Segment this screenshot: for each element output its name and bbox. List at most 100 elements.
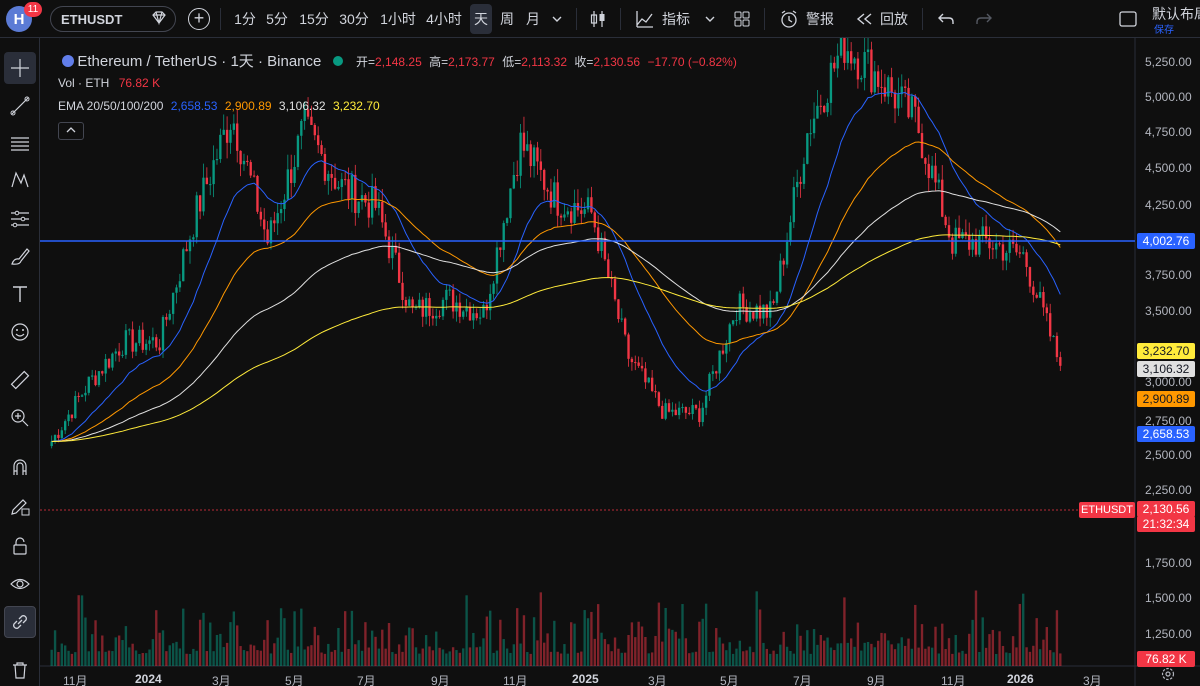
interval-1w[interactable]: 周 bbox=[500, 11, 514, 27]
candle-body bbox=[87, 376, 90, 393]
candle-body bbox=[360, 195, 364, 202]
candle-body bbox=[654, 391, 657, 393]
volume-bar bbox=[53, 630, 57, 666]
vol-label[interactable]: Vol · ETH bbox=[58, 76, 110, 90]
divider bbox=[620, 8, 621, 30]
time-tick-label: 2025 bbox=[572, 672, 599, 686]
redo-icon[interactable] bbox=[972, 0, 996, 38]
layout-square-icon[interactable] bbox=[1116, 0, 1140, 38]
interval-5m[interactable]: 5分 bbox=[266, 11, 288, 27]
volume-bar bbox=[283, 618, 286, 666]
crosshair-icon[interactable] bbox=[4, 52, 36, 84]
magnet-icon[interactable] bbox=[4, 452, 36, 484]
volume-bar bbox=[192, 648, 195, 666]
candle-body bbox=[124, 330, 128, 355]
candle-body bbox=[310, 116, 313, 126]
candle-body bbox=[984, 226, 988, 239]
volume-bar bbox=[826, 637, 829, 666]
interval-1M[interactable]: 月 bbox=[526, 11, 540, 27]
undo-icon[interactable] bbox=[934, 0, 958, 38]
candle-body bbox=[957, 227, 961, 239]
pattern-icon[interactable] bbox=[4, 164, 36, 196]
save-status[interactable]: 保存 bbox=[1154, 25, 1174, 36]
ema200-line bbox=[51, 234, 1061, 442]
alerts-button[interactable]: 警报 bbox=[806, 11, 834, 27]
volume-bar bbox=[178, 648, 182, 666]
candle-body bbox=[1032, 286, 1035, 295]
volume-bar bbox=[252, 645, 256, 666]
candle-body bbox=[715, 371, 718, 374]
text-icon[interactable] bbox=[4, 278, 36, 310]
compare-add-icon[interactable]: + bbox=[188, 8, 210, 30]
replay-button[interactable]: 回放 bbox=[880, 11, 908, 27]
candle-body bbox=[350, 174, 354, 200]
candle-body bbox=[937, 179, 941, 183]
volume-bar bbox=[748, 646, 752, 666]
layout-name[interactable]: 默认布局 bbox=[1152, 6, 1200, 22]
forecast-icon[interactable] bbox=[4, 202, 36, 234]
candle-body bbox=[694, 405, 698, 409]
trash-icon[interactable] bbox=[4, 654, 36, 686]
candle-body bbox=[67, 414, 70, 422]
interval-15m[interactable]: 15分 bbox=[299, 11, 329, 27]
zoom-in-icon[interactable] bbox=[4, 402, 36, 434]
time-tick-label: 11月 bbox=[941, 674, 966, 686]
candle-body bbox=[944, 216, 947, 226]
candle-body bbox=[192, 237, 195, 240]
high-label: 高= bbox=[429, 55, 449, 69]
chevron-down-icon[interactable] bbox=[702, 0, 718, 38]
symbol-search[interactable]: ETHUSDT bbox=[50, 6, 176, 32]
replay-rewind-icon[interactable] bbox=[852, 0, 876, 38]
candle-body bbox=[519, 132, 522, 176]
price-chart[interactable] bbox=[40, 38, 1200, 686]
interval-30m[interactable]: 30分 bbox=[339, 11, 369, 27]
volume-bar bbox=[843, 597, 846, 666]
brush-icon[interactable] bbox=[4, 240, 36, 272]
volume-bar bbox=[1032, 645, 1035, 666]
volume-bar bbox=[448, 651, 451, 666]
alert-clock-icon[interactable] bbox=[776, 0, 802, 38]
volume-bar bbox=[971, 619, 974, 666]
candle-body bbox=[478, 317, 482, 319]
lock-icon[interactable] bbox=[4, 530, 36, 562]
volume-bar bbox=[367, 647, 370, 666]
volume-bar bbox=[155, 610, 158, 666]
ema-label[interactable]: EMA 20/50/100/200 bbox=[58, 99, 164, 113]
chevron-down-icon[interactable] bbox=[548, 0, 566, 38]
legend-title[interactable]: Ethereum / TetherUS · 1天 · Binance bbox=[77, 53, 322, 70]
eye-icon[interactable] bbox=[4, 568, 36, 600]
candle-body bbox=[704, 395, 708, 408]
candle-body bbox=[286, 169, 290, 200]
trend-line-icon[interactable] bbox=[4, 90, 36, 122]
interval-1h[interactable]: 1小时 bbox=[380, 11, 416, 27]
volume-bar bbox=[586, 618, 590, 666]
collapse-legend-button[interactable] bbox=[58, 122, 84, 140]
volume-bar bbox=[1018, 603, 1022, 666]
volume-bar bbox=[1022, 593, 1025, 666]
fib-retracement-icon[interactable] bbox=[4, 128, 36, 160]
volume-bar bbox=[455, 650, 458, 666]
ema20-price-tag: 2,658.53 bbox=[1137, 426, 1195, 442]
ruler-icon[interactable] bbox=[4, 364, 36, 396]
candle-body bbox=[509, 188, 512, 219]
price-tick-label: 2,500.00 bbox=[1145, 448, 1192, 462]
link-icon[interactable] bbox=[4, 606, 36, 638]
diamond-icon[interactable] bbox=[149, 10, 169, 28]
interval-1m[interactable]: 1分 bbox=[234, 11, 256, 27]
candle-body bbox=[927, 163, 930, 179]
indicators-button[interactable]: 指标 bbox=[662, 11, 690, 27]
candle-body bbox=[516, 175, 519, 177]
interval-1d[interactable]: 天 bbox=[470, 4, 492, 34]
settings-gear-icon[interactable] bbox=[1160, 666, 1178, 684]
draw-lock-icon[interactable] bbox=[4, 490, 36, 522]
layout-grid-icon[interactable] bbox=[730, 0, 754, 38]
candle-body bbox=[556, 182, 559, 216]
interval-4h[interactable]: 4小时 bbox=[426, 11, 462, 27]
volume-bar bbox=[876, 640, 880, 666]
volume-bar bbox=[580, 651, 583, 666]
indicators-icon[interactable] bbox=[632, 0, 658, 38]
candles-type-icon[interactable] bbox=[586, 0, 610, 38]
emoji-icon[interactable] bbox=[4, 316, 36, 348]
candle-body bbox=[586, 197, 590, 210]
candle-body bbox=[607, 259, 610, 278]
